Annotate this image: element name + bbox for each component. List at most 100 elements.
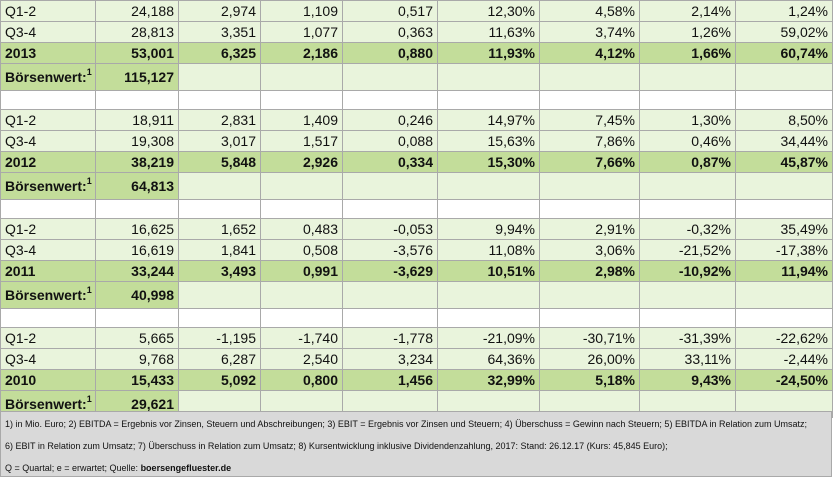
empty-cell[interactable] (178, 172, 261, 200)
market-cap-label-cell[interactable]: Börsenwert:1 (0, 281, 96, 309)
empty-cell[interactable] (95, 308, 179, 328)
value-cell[interactable]: 26,00% (539, 348, 640, 370)
value-cell[interactable]: 15,63% (437, 130, 540, 152)
value-cell[interactable]: 7,66% (539, 151, 640, 173)
value-cell[interactable]: 6,325 (178, 42, 261, 64)
value-cell[interactable]: 0,508 (260, 239, 343, 261)
row-label-cell[interactable]: 2012 (0, 151, 96, 173)
row-label-cell[interactable]: Q1-2 (0, 327, 96, 349)
row-label-cell[interactable]: Q1-2 (0, 218, 96, 240)
empty-cell[interactable] (95, 199, 179, 219)
value-cell[interactable]: 4,58% (539, 0, 640, 22)
value-cell[interactable]: 35,49% (735, 218, 833, 240)
row-label-cell[interactable]: 2011 (0, 260, 96, 282)
market-cap-value-cell[interactable]: 64,813 (95, 172, 179, 200)
value-cell[interactable]: 64,36% (437, 348, 540, 370)
empty-cell[interactable] (342, 281, 438, 309)
value-cell[interactable]: 3,234 (342, 348, 438, 370)
value-cell[interactable]: -2,44% (735, 348, 833, 370)
value-cell[interactable]: 7,45% (539, 109, 640, 131)
value-cell[interactable]: 32,99% (437, 369, 540, 391)
value-cell[interactable]: 9,43% (639, 369, 736, 391)
value-cell[interactable]: 3,06% (539, 239, 640, 261)
value-cell[interactable]: 1,26% (639, 21, 736, 43)
empty-cell[interactable] (735, 90, 833, 110)
value-cell[interactable]: -10,92% (639, 260, 736, 282)
empty-cell[interactable] (342, 199, 438, 219)
value-cell[interactable]: 15,30% (437, 151, 540, 173)
value-cell[interactable]: 2,186 (260, 42, 343, 64)
value-cell[interactable]: 59,02% (735, 21, 833, 43)
value-cell[interactable]: 1,652 (178, 218, 261, 240)
row-label-cell[interactable]: Q1-2 (0, 109, 96, 131)
value-cell[interactable]: 0,46% (639, 130, 736, 152)
value-cell[interactable]: 0,088 (342, 130, 438, 152)
value-cell[interactable]: 8,50% (735, 109, 833, 131)
value-cell[interactable]: 18,911 (95, 109, 179, 131)
empty-cell[interactable] (437, 63, 540, 91)
value-cell[interactable]: 0,363 (342, 21, 438, 43)
value-cell[interactable]: 60,74% (735, 42, 833, 64)
empty-cell[interactable] (639, 63, 736, 91)
empty-cell[interactable] (342, 172, 438, 200)
value-cell[interactable]: 0,991 (260, 260, 343, 282)
empty-cell[interactable] (539, 308, 640, 328)
value-cell[interactable]: 34,44% (735, 130, 833, 152)
empty-cell[interactable] (95, 90, 179, 110)
value-cell[interactable]: 0,334 (342, 151, 438, 173)
value-cell[interactable]: 10,51% (437, 260, 540, 282)
value-cell[interactable]: 2,14% (639, 0, 736, 22)
empty-cell[interactable] (0, 90, 96, 110)
value-cell[interactable]: 1,109 (260, 0, 343, 22)
source-link[interactable]: boersengefluester.de (140, 463, 232, 473)
value-cell[interactable]: 5,665 (95, 327, 179, 349)
row-label-cell[interactable]: Q3-4 (0, 21, 96, 43)
empty-cell[interactable] (639, 281, 736, 309)
value-cell[interactable]: 7,86% (539, 130, 640, 152)
value-cell[interactable]: 11,08% (437, 239, 540, 261)
value-cell[interactable]: 2,831 (178, 109, 261, 131)
value-cell[interactable]: 0,517 (342, 0, 438, 22)
value-cell[interactable]: 33,244 (95, 260, 179, 282)
empty-cell[interactable] (0, 308, 96, 328)
value-cell[interactable]: -1,778 (342, 327, 438, 349)
empty-cell[interactable] (437, 281, 540, 309)
empty-cell[interactable] (437, 308, 540, 328)
value-cell[interactable]: -22,62% (735, 327, 833, 349)
value-cell[interactable]: 2,926 (260, 151, 343, 173)
value-cell[interactable]: 5,18% (539, 369, 640, 391)
value-cell[interactable]: -30,71% (539, 327, 640, 349)
value-cell[interactable]: 11,94% (735, 260, 833, 282)
value-cell[interactable]: 14,97% (437, 109, 540, 131)
value-cell[interactable]: 0,246 (342, 109, 438, 131)
empty-cell[interactable] (178, 199, 261, 219)
empty-cell[interactable] (735, 172, 833, 200)
value-cell[interactable]: 2,540 (260, 348, 343, 370)
value-cell[interactable]: 0,800 (260, 369, 343, 391)
value-cell[interactable]: -3,576 (342, 239, 438, 261)
value-cell[interactable]: 11,63% (437, 21, 540, 43)
value-cell[interactable]: 2,98% (539, 260, 640, 282)
empty-cell[interactable] (735, 63, 833, 91)
value-cell[interactable]: -1,740 (260, 327, 343, 349)
row-label-cell[interactable]: 2013 (0, 42, 96, 64)
market-cap-label-cell[interactable]: Börsenwert:1 (0, 63, 96, 91)
empty-cell[interactable] (260, 308, 343, 328)
empty-cell[interactable] (639, 308, 736, 328)
value-cell[interactable]: 3,017 (178, 130, 261, 152)
row-label-cell[interactable]: 2010 (0, 369, 96, 391)
empty-cell[interactable] (178, 308, 261, 328)
value-cell[interactable]: 5,092 (178, 369, 261, 391)
value-cell[interactable]: 16,619 (95, 239, 179, 261)
value-cell[interactable]: -31,39% (639, 327, 736, 349)
value-cell[interactable]: 3,351 (178, 21, 261, 43)
value-cell[interactable]: 0,87% (639, 151, 736, 173)
empty-cell[interactable] (539, 63, 640, 91)
value-cell[interactable]: 0,483 (260, 218, 343, 240)
row-label-cell[interactable]: Q3-4 (0, 239, 96, 261)
empty-cell[interactable] (342, 308, 438, 328)
market-cap-value-cell[interactable]: 40,998 (95, 281, 179, 309)
value-cell[interactable]: 38,219 (95, 151, 179, 173)
value-cell[interactable]: -21,09% (437, 327, 540, 349)
value-cell[interactable]: 5,848 (178, 151, 261, 173)
